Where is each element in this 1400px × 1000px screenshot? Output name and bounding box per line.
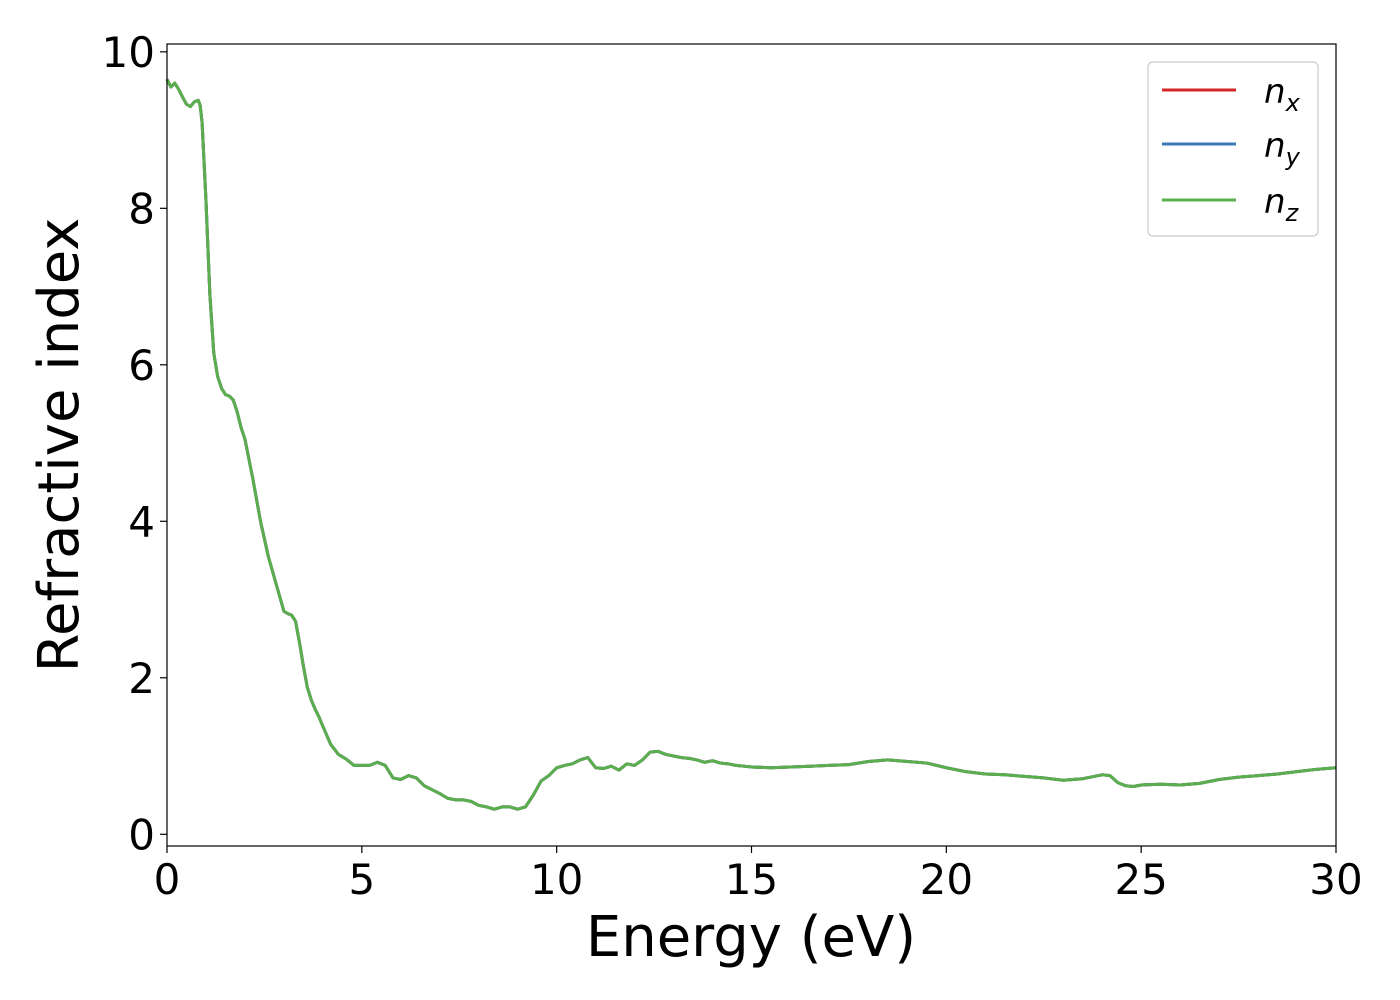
legend-label-n-y: ny xyxy=(1264,126,1301,171)
y-tick-label: 8 xyxy=(128,184,155,233)
legend: nx ny nz xyxy=(1147,61,1319,237)
x-axis-title: Energy (eV) xyxy=(586,905,916,970)
legend-label-n-z-sub: z xyxy=(1285,199,1300,227)
x-tick-label: 25 xyxy=(1114,855,1167,904)
legend-label-n-x: nx xyxy=(1264,72,1301,117)
y-tick-label: 0 xyxy=(128,810,155,859)
legend-label-n-x-base: n xyxy=(1264,72,1286,112)
legend-label-n-y-base: n xyxy=(1264,126,1286,166)
y-tick-label: 2 xyxy=(128,654,155,703)
x-tick-label: 0 xyxy=(154,855,181,904)
x-tick-label: 30 xyxy=(1309,855,1362,904)
y-axis-title: Refractive index xyxy=(27,218,92,673)
ticks-layer: 0 5 10 15 20 25 30 0 2 4 6 8 10 xyxy=(102,28,1363,904)
legend-label-n-y-sub: y xyxy=(1285,143,1301,171)
legend-label-n-z-base: n xyxy=(1264,182,1286,222)
y-tick-label: 6 xyxy=(128,341,155,390)
legend-box xyxy=(1147,61,1319,237)
y-tick-label: 4 xyxy=(128,497,155,546)
series-layer xyxy=(165,78,1337,811)
legend-label-n-z: nz xyxy=(1264,182,1300,227)
x-tick-label: 5 xyxy=(348,855,375,904)
x-tick-label: 15 xyxy=(725,855,778,904)
y-tick-label: 10 xyxy=(102,28,155,77)
legend-label-n-x-sub: x xyxy=(1285,89,1301,117)
x-tick-label: 20 xyxy=(920,855,973,904)
series-line-n-z xyxy=(165,78,1337,811)
x-tick-label: 10 xyxy=(530,855,583,904)
